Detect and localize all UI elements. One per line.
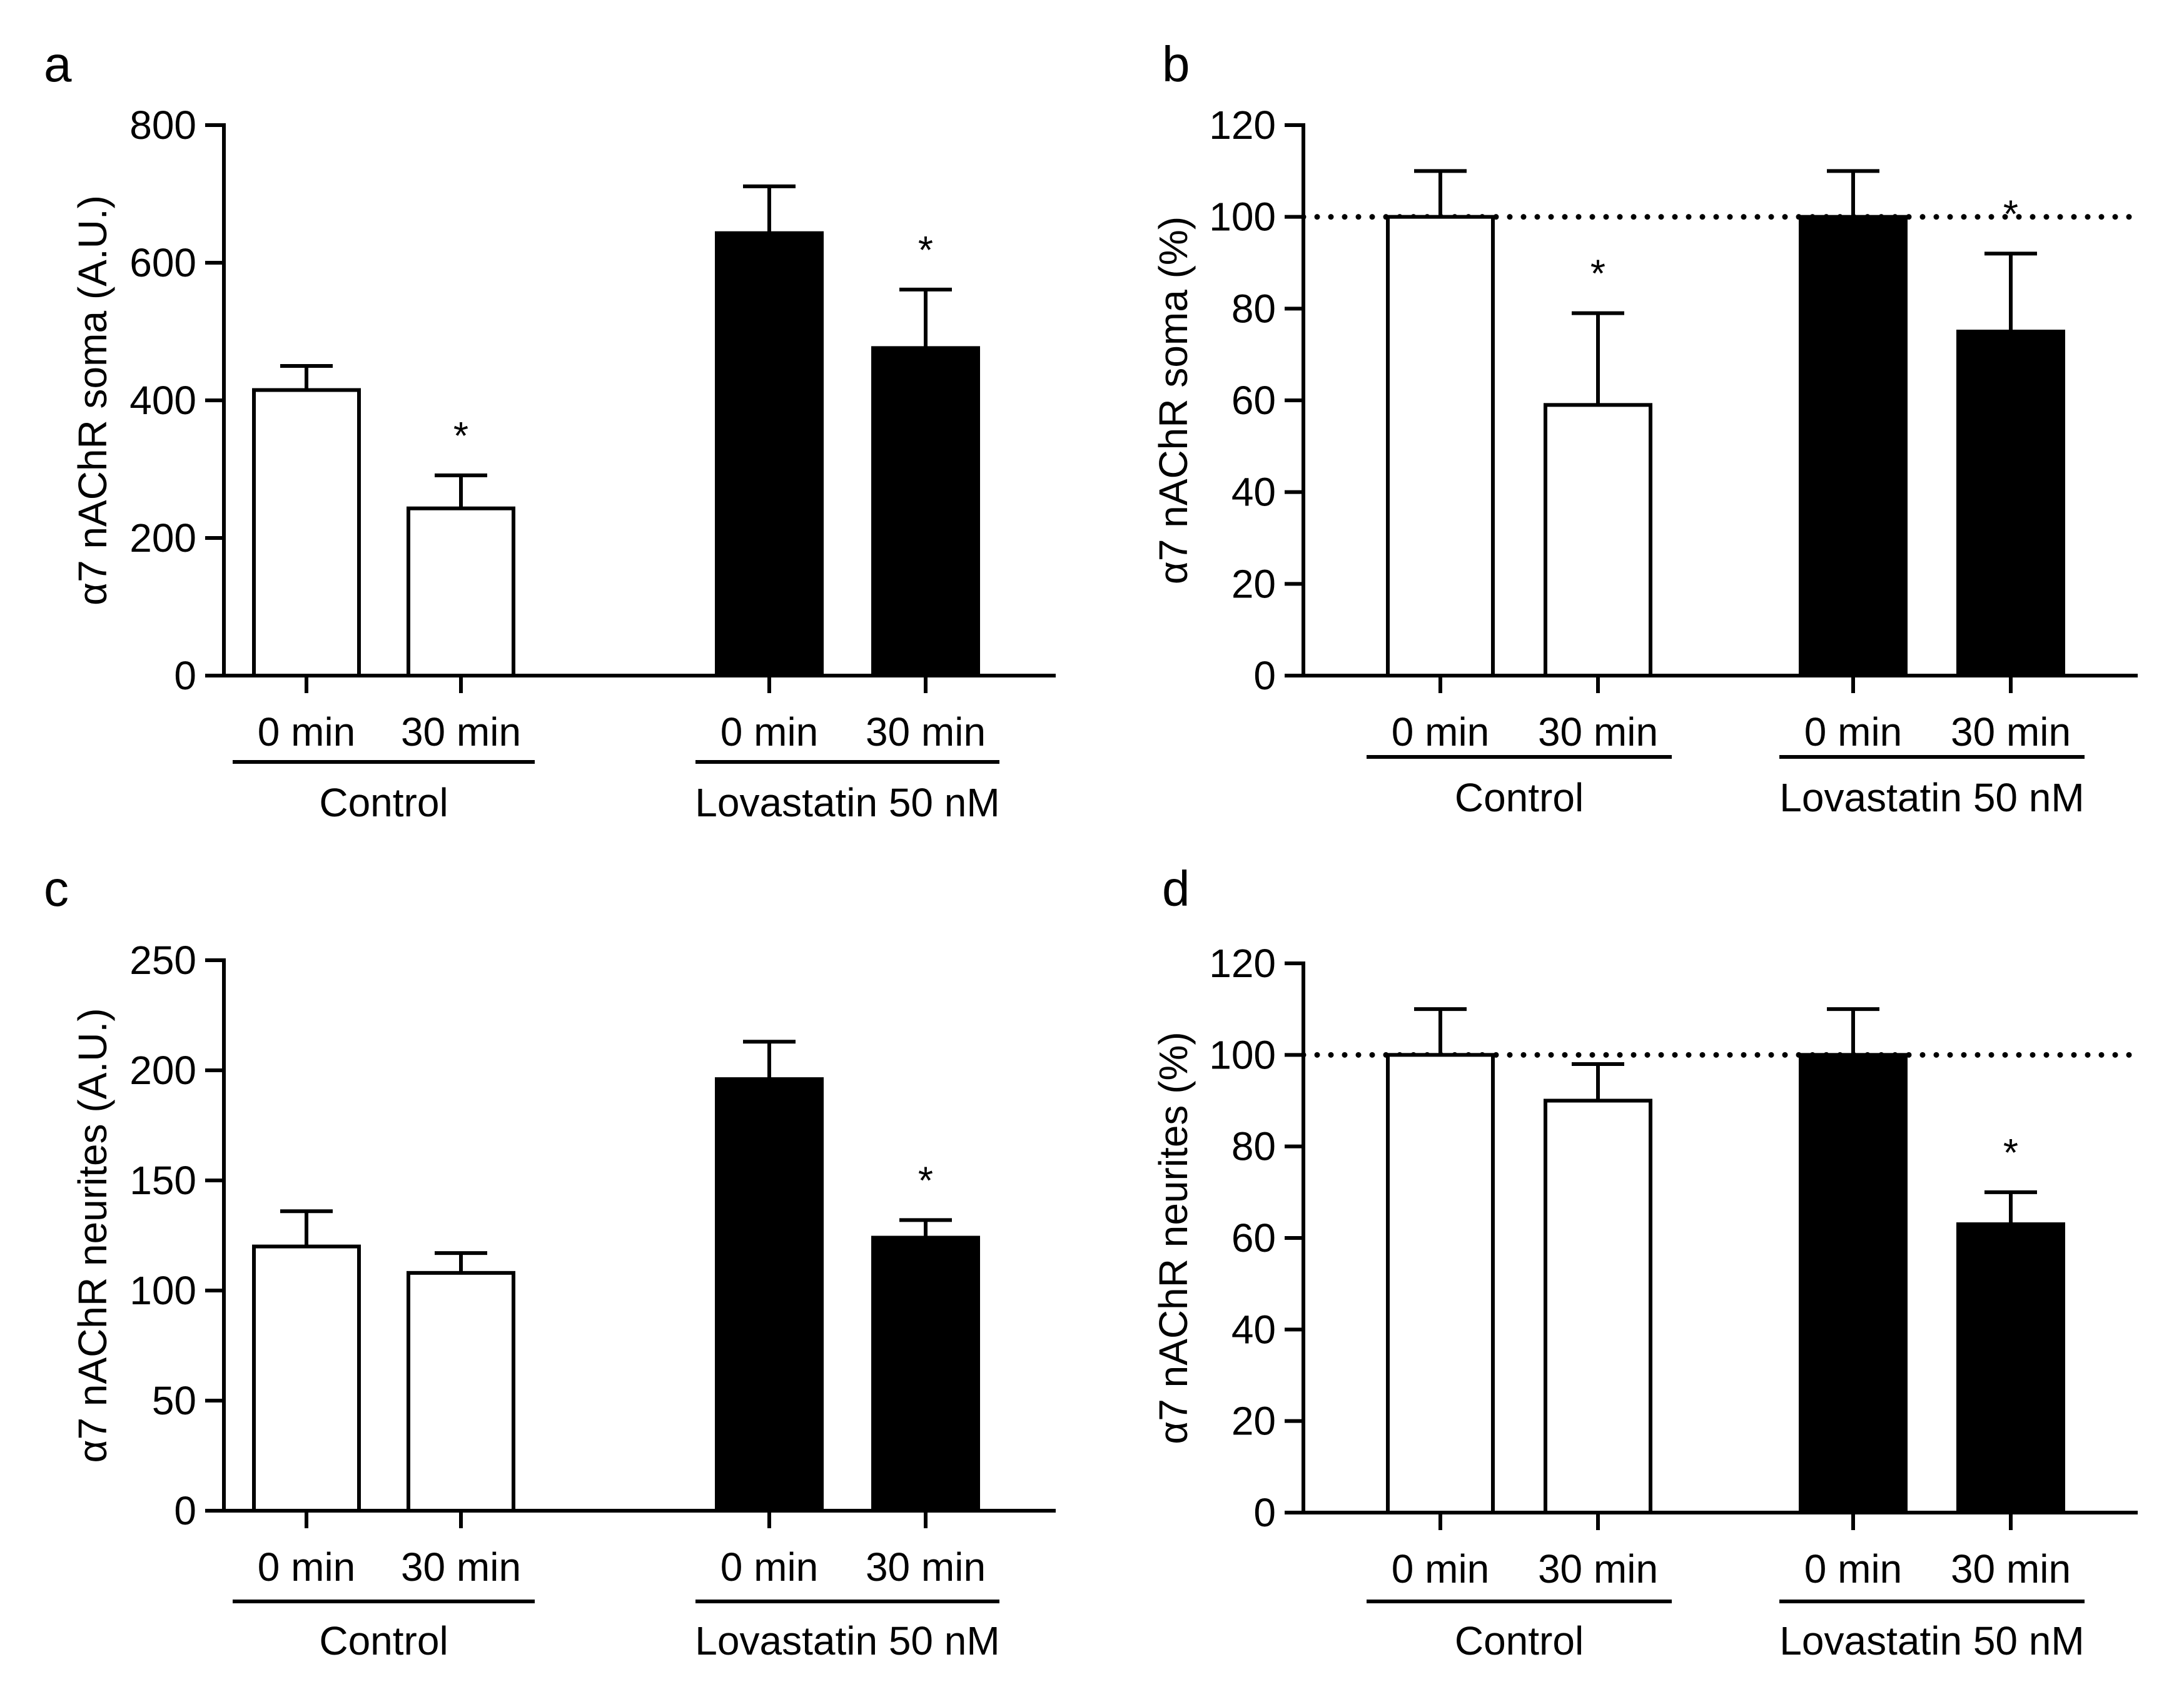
group-label: Lovastatin 50 nM <box>695 780 999 825</box>
y-tick-label: 0 <box>174 653 196 698</box>
y-tick-label: 0 <box>1253 1490 1276 1535</box>
x-tick-label: 0 min <box>1804 709 1903 754</box>
x-tick-label: 30 min <box>866 709 986 754</box>
y-tick-label: 80 <box>1231 286 1276 331</box>
y-tick-label: 100 <box>129 1268 196 1313</box>
y-tick-label: 120 <box>1209 103 1276 148</box>
bar <box>407 1270 515 1513</box>
group-label: Control <box>1455 775 1584 820</box>
bar <box>871 346 980 677</box>
chart-panel-a: a α7 nAChR soma (A.U.) 0 min * 30 min Control… <box>44 36 1056 825</box>
group-label: Control <box>1455 1618 1584 1663</box>
y-tick-label: 0 <box>174 1488 196 1533</box>
x-tick-label: 30 min <box>401 1544 521 1590</box>
x-tick-label: 0 min <box>1804 1546 1903 1591</box>
group-label: Lovastatin 50 nM <box>695 1618 999 1663</box>
bar <box>1956 1222 2065 1515</box>
y-tick-label: 80 <box>1231 1124 1276 1169</box>
bar <box>715 231 824 677</box>
bar <box>252 388 361 677</box>
y-tick-label: 150 <box>129 1158 196 1203</box>
significance-star: * <box>1590 253 1605 296</box>
y-tick-label: 600 <box>129 240 196 285</box>
y-tick-label: 60 <box>1231 1215 1276 1260</box>
x-tick-label: 0 min <box>258 1544 356 1590</box>
panel-letter: c <box>44 861 69 916</box>
y-axis-label: α7 nAChR neurites (A.U.) <box>70 1008 115 1463</box>
y-tick-label: 100 <box>1209 195 1276 240</box>
bar <box>252 1244 361 1513</box>
group-label: Control <box>319 1618 448 1663</box>
x-tick-label: 30 min <box>1951 1546 2071 1591</box>
bar <box>1799 1053 1908 1515</box>
significance-star: * <box>453 415 468 458</box>
y-tick-label: 100 <box>1209 1032 1276 1077</box>
chart-panel-c: c α7 nAChR neurites (A.U.) 0 min 30 min Cont… <box>44 861 1056 1663</box>
x-tick-label: 0 min <box>720 1544 819 1590</box>
y-tick-label: 60 <box>1231 378 1276 423</box>
y-axis-label: α7 nAChR neurites (%) <box>1151 1032 1196 1444</box>
x-tick-label: 30 min <box>1538 1546 1658 1591</box>
significance-star: * <box>918 1159 933 1202</box>
bar <box>1386 1053 1495 1515</box>
y-axis-label: α7 nAChR soma (%) <box>1151 216 1196 584</box>
panel-letter: b <box>1162 36 1190 92</box>
x-tick-label: 30 min <box>1951 709 2071 754</box>
chart-panel-b: b α7 nAChR soma (%) 0 min * 30 min Control 0 m… <box>1151 36 2141 820</box>
y-tick-label: 0 <box>1253 653 1276 698</box>
bar <box>715 1077 824 1513</box>
y-tick-label: 120 <box>1209 941 1276 986</box>
bar <box>1799 215 1908 677</box>
y-tick-label: 20 <box>1231 1399 1276 1444</box>
y-tick-label: 20 <box>1231 561 1276 606</box>
x-tick-label: 30 min <box>401 709 521 754</box>
y-tick-label: 400 <box>129 378 196 423</box>
group-label: Lovastatin 50 nM <box>1779 1618 2084 1663</box>
y-tick-label: 200 <box>129 1048 196 1093</box>
bar <box>1544 1098 1652 1514</box>
y-tick-label: 200 <box>129 515 196 560</box>
panel-letter: a <box>44 36 72 92</box>
significance-star: * <box>918 229 933 272</box>
bar <box>1544 403 1652 677</box>
y-tick-label: 40 <box>1231 470 1276 515</box>
x-tick-label: 0 min <box>1392 1546 1490 1591</box>
y-axis-label: α7 nAChR soma (A.U.) <box>70 195 115 606</box>
x-tick-label: 30 min <box>866 1544 986 1590</box>
x-tick-label: 0 min <box>258 709 356 754</box>
bar <box>1956 330 2065 677</box>
y-tick-label: 40 <box>1231 1307 1276 1352</box>
y-tick-label: 50 <box>152 1378 196 1423</box>
y-tick-label: 800 <box>129 103 196 148</box>
chart-panel-d: d α7 nAChR neurites (%) 0 min 30 min Control… <box>1151 861 2141 1663</box>
x-tick-label: 0 min <box>1392 709 1490 754</box>
panel-letter: d <box>1162 861 1190 916</box>
bar <box>407 506 515 677</box>
x-tick-label: 30 min <box>1538 709 1658 754</box>
significance-star: * <box>2003 1132 2018 1175</box>
significance-star: * <box>2003 193 2018 236</box>
group-label: Lovastatin 50 nM <box>1779 775 2084 820</box>
bar <box>1386 215 1495 677</box>
x-tick-label: 0 min <box>720 709 819 754</box>
group-label: Control <box>319 780 448 825</box>
y-tick-label: 250 <box>129 938 196 983</box>
bar <box>871 1235 980 1513</box>
